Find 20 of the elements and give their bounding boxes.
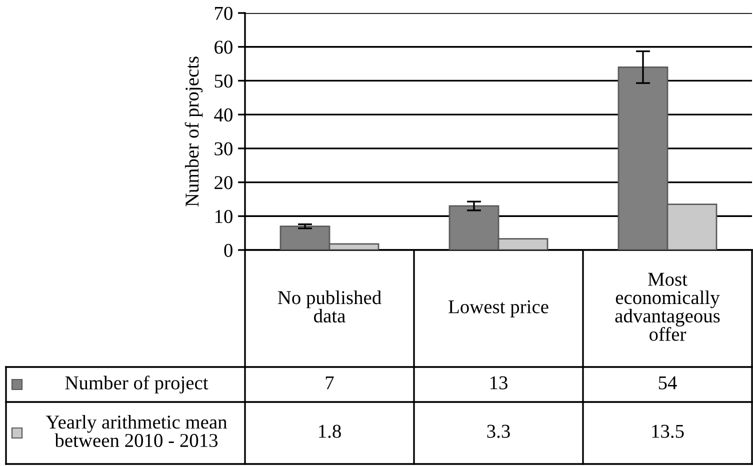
y-tick-label: 40 — [214, 108, 232, 122]
data-label: 1.8 — [319, 424, 341, 438]
data-label: 13.5 — [652, 424, 684, 438]
data-label: 3.3 — [487, 424, 510, 438]
y-tick-label: 60 — [214, 40, 232, 54]
y-tick-label: 10 — [215, 210, 232, 224]
data-label: 54 — [658, 376, 677, 390]
data-label: 7 — [326, 376, 334, 390]
y-tick-label: 20 — [214, 176, 232, 190]
x-tick-label: No published data — [278, 290, 382, 323]
y-tick-label: 30 — [214, 142, 232, 156]
legend-label: Yearly arithmetic mean between 2010 - 2013 — [46, 415, 228, 448]
y-axis-title: Number of projects — [184, 56, 203, 207]
x-tick-label: Most economically advantageous offer — [615, 272, 720, 341]
data-label: 13 — [490, 376, 508, 390]
y-tick-label: 50 — [214, 74, 232, 88]
y-tick-label: 70 — [215, 6, 232, 20]
x-tick-label: Lowest price — [448, 300, 548, 318]
legend-label: Number of project — [65, 376, 208, 394]
y-tick-label: 0 — [224, 244, 232, 257]
